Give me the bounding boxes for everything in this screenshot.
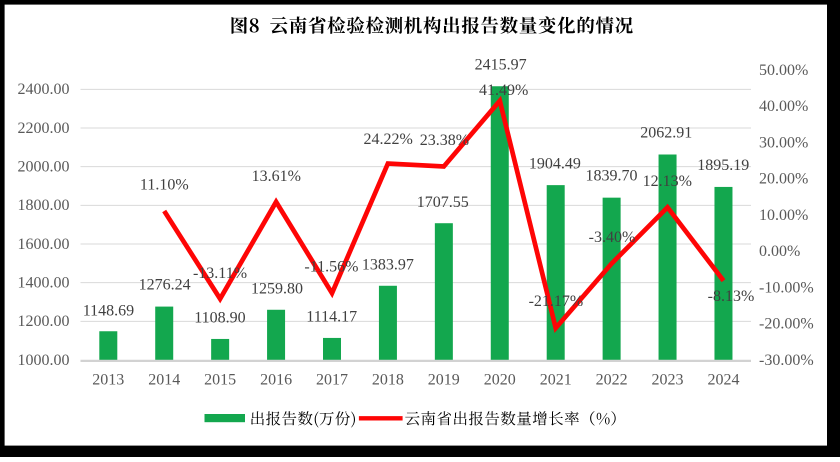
svg-text:1895.19: 1895.19	[697, 157, 749, 174]
svg-text:1904.49: 1904.49	[529, 155, 581, 172]
svg-text:2000.00: 2000.00	[18, 159, 70, 176]
svg-text:0.00%: 0.00%	[759, 243, 800, 260]
svg-text:-3.40%: -3.40%	[589, 229, 636, 246]
svg-text:10.00%: 10.00%	[759, 207, 808, 224]
svg-text:30.00%: 30.00%	[759, 134, 808, 151]
svg-text:1400.00: 1400.00	[18, 275, 70, 292]
svg-text:1259.80: 1259.80	[251, 280, 303, 297]
svg-text:2062.91: 2062.91	[640, 125, 692, 142]
svg-text:41.49%: 41.49%	[479, 82, 528, 99]
svg-text:2016: 2016	[260, 372, 292, 389]
svg-text:2022: 2022	[596, 372, 628, 389]
svg-text:1148.69: 1148.69	[83, 303, 134, 320]
svg-text:20.00%: 20.00%	[759, 171, 808, 188]
svg-text:-21.17%: -21.17%	[529, 293, 584, 310]
svg-text:24.22%: 24.22%	[364, 131, 413, 148]
svg-text:-11.56%: -11.56%	[304, 259, 358, 276]
svg-text:-20.00%: -20.00%	[759, 316, 814, 333]
svg-text:2013: 2013	[92, 372, 124, 389]
svg-text:-30.00%: -30.00%	[759, 352, 814, 369]
svg-text:2021: 2021	[540, 372, 572, 389]
svg-text:50.00%: 50.00%	[759, 62, 808, 79]
svg-text:2015: 2015	[204, 372, 236, 389]
svg-text:1600.00: 1600.00	[18, 236, 70, 253]
svg-text:2018: 2018	[372, 372, 404, 389]
svg-text:2020: 2020	[484, 372, 516, 389]
svg-text:1114.17: 1114.17	[306, 308, 357, 325]
svg-text:11.10%: 11.10%	[140, 176, 189, 193]
svg-text:-13.11%: -13.11%	[193, 265, 247, 282]
svg-text:12.13%: 12.13%	[643, 173, 692, 190]
svg-text:2400.00: 2400.00	[18, 81, 70, 98]
svg-text:23.38%: 23.38%	[420, 132, 469, 149]
svg-text:1707.55: 1707.55	[417, 194, 469, 211]
svg-text:1383.97: 1383.97	[362, 256, 414, 273]
svg-text:1000.00: 1000.00	[18, 352, 70, 369]
svg-text:-10.00%: -10.00%	[759, 279, 814, 296]
svg-text:1108.90: 1108.90	[194, 309, 245, 326]
svg-text:1200.00: 1200.00	[18, 313, 70, 330]
svg-text:1800.00: 1800.00	[18, 197, 70, 214]
svg-text:2200.00: 2200.00	[18, 120, 70, 137]
svg-text:40.00%: 40.00%	[759, 98, 808, 115]
svg-text:2017: 2017	[316, 372, 348, 389]
svg-text:1839.70: 1839.70	[586, 167, 638, 184]
svg-text:2415.97: 2415.97	[475, 57, 527, 74]
svg-text:1276.24: 1276.24	[139, 277, 191, 294]
svg-text:2023: 2023	[652, 372, 684, 389]
svg-text:-8.13%: -8.13%	[708, 288, 755, 305]
svg-text:2019: 2019	[428, 372, 460, 389]
svg-text:2014: 2014	[148, 372, 180, 389]
svg-text:13.61%: 13.61%	[252, 168, 301, 185]
svg-text:2024: 2024	[708, 372, 740, 389]
